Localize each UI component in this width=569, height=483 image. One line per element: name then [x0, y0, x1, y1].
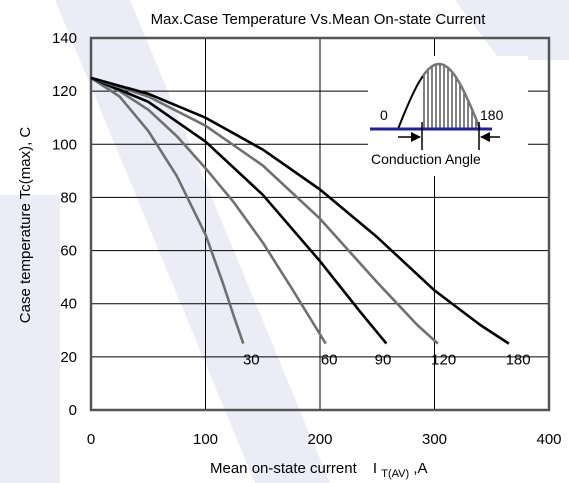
series-line-90	[90, 76, 388, 345]
series-line-60	[90, 76, 327, 345]
x-axis-label: Mean on-state current I T(AV) ,A	[210, 460, 428, 481]
x-tick-label: 200	[307, 431, 332, 448]
series-lines	[90, 76, 510, 345]
y-tick-label: 40	[60, 296, 77, 313]
x-tick-label: 100	[193, 431, 218, 448]
chart-title: Max.Case Temperature Vs.Mean On-state Cu…	[151, 11, 487, 28]
curve-label-180: 180	[506, 352, 531, 369]
x-tick-label: 400	[536, 431, 561, 448]
curve-label-90: 90	[375, 352, 392, 369]
series-line-180	[90, 76, 510, 345]
x-axis-label-unit: ,A	[413, 460, 427, 477]
plot-frame	[89, 36, 551, 412]
svg-text:Mean on-state current I: Mean on-state current I T(AV) ,A	[210, 460, 428, 481]
y-tick-label: 80	[60, 189, 77, 206]
series-line-30	[90, 76, 245, 345]
inset-caption: Conduction Angle	[371, 151, 481, 167]
y-tick-label: 20	[60, 349, 77, 366]
y-tick-label: 120	[52, 83, 77, 100]
y-tick-labels: 0 20 40 60 80 100 120 140	[52, 30, 77, 419]
x-axis-label-subscript: T(AV)	[381, 468, 409, 480]
y-tick-label: 140	[52, 30, 77, 47]
series-line-120	[90, 76, 439, 345]
inset-arrow-left-head	[411, 132, 421, 142]
x-tick-labels: 0 100 200 300 400	[87, 431, 562, 448]
inset-label-start: 0	[380, 107, 388, 123]
conduction-angle-inset: 0 180 Conduction Angle	[368, 56, 528, 176]
y-tick-label: 100	[52, 136, 77, 153]
y-axis-label: Case temperature Tc(max), C	[17, 127, 34, 324]
x-axis-label-symbol: I	[373, 460, 377, 477]
inset-label-end: 180	[480, 107, 504, 123]
x-tick-label: 300	[422, 431, 447, 448]
curve-label-120: 120	[431, 352, 456, 369]
curve-label-60: 60	[321, 352, 338, 369]
inset-hatch-lines	[423, 64, 477, 129]
y-tick-label: 0	[69, 402, 77, 419]
y-tick-label: 60	[60, 243, 77, 260]
inset-conduction-wave	[421, 62, 482, 130]
curve-label-30: 30	[243, 352, 260, 369]
inset-arrow-right-head	[480, 132, 490, 142]
curve-labels: 30 60 90 120 180	[243, 352, 531, 369]
x-axis-label-text: Mean on-state current	[210, 460, 358, 477]
x-tick-label: 0	[87, 431, 95, 448]
